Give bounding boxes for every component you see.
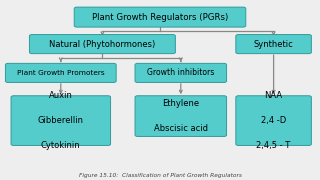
Text: Synthetic: Synthetic — [254, 40, 293, 49]
FancyBboxPatch shape — [29, 35, 175, 54]
Text: Ethylene

Abscisic acid: Ethylene Abscisic acid — [154, 99, 208, 133]
FancyBboxPatch shape — [236, 35, 311, 54]
FancyBboxPatch shape — [11, 96, 111, 145]
Text: Figure 15.10:  Classification of Plant Growth Regulators: Figure 15.10: Classification of Plant Gr… — [79, 173, 241, 178]
Text: Natural (Phytohormones): Natural (Phytohormones) — [49, 40, 156, 49]
FancyBboxPatch shape — [74, 7, 246, 27]
FancyBboxPatch shape — [135, 96, 227, 136]
Text: Plant Growth Regulators (PGRs): Plant Growth Regulators (PGRs) — [92, 13, 228, 22]
Text: Growth inhibitors: Growth inhibitors — [147, 68, 214, 77]
Text: Auxin

Gibberellin

Cytokinin: Auxin Gibberellin Cytokinin — [38, 91, 84, 150]
FancyBboxPatch shape — [135, 63, 227, 82]
FancyBboxPatch shape — [236, 96, 311, 145]
Text: Plant Growth Promoters: Plant Growth Promoters — [17, 70, 105, 76]
FancyBboxPatch shape — [5, 63, 116, 82]
Text: NAA

2,4 -D

2,4,5 - T: NAA 2,4 -D 2,4,5 - T — [256, 91, 291, 150]
